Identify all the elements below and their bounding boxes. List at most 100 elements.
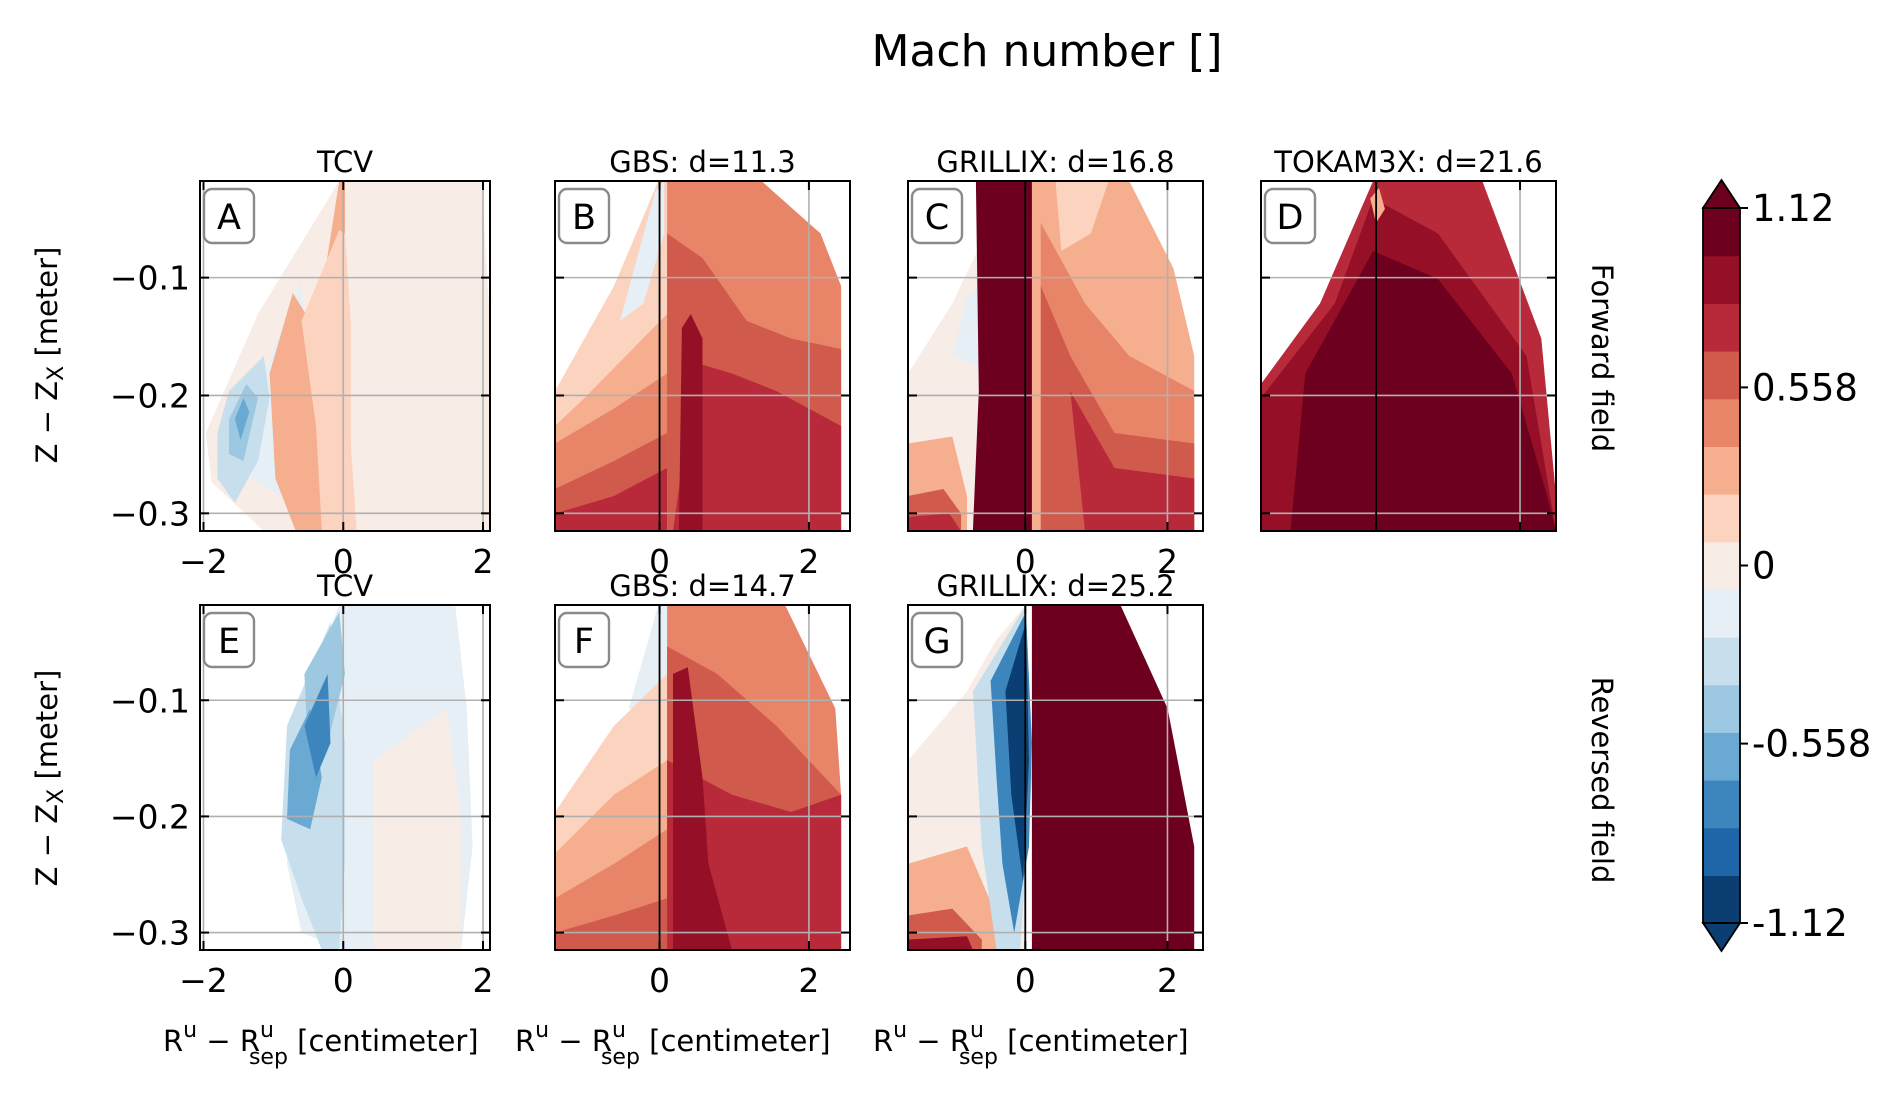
panel-title: GRILLIX: d=25.2 [936,569,1174,603]
contour-region [234,398,250,440]
y-tick-label: −0.3 [110,494,190,533]
panel-f: 0 2 GBS: d=14.7 F [554,569,851,1000]
axes-frame [199,180,491,532]
colorbar-tick-label: 1.12 [1752,187,1834,230]
x-tick-label: 2 [1157,961,1178,1000]
contour-region [1031,605,1195,950]
panel-c: 0 2 GRILLIX: d=16.8 C [907,145,1204,581]
y-tick-label: −0.2 [110,376,190,415]
colorbar-segment [1703,637,1740,686]
colorbar-segment [1703,303,1740,352]
contour-region [1290,251,1556,531]
colorbar-tick-label: -0.558 [1752,723,1871,766]
contour-field [281,605,473,950]
panel-title: GBS: d=11.3 [609,145,796,179]
panel-title: TOKAM3X: d=21.6 [1273,145,1543,179]
x-axis-label-c: Ru − Ru sep [centimeter] [873,1018,1189,1070]
colorbar-segment [1703,398,1740,447]
colorbar-segment [1703,208,1740,257]
panel-letter: A [217,198,241,238]
y-tick-label: −0.1 [110,259,190,298]
panel-letter-box [910,187,964,245]
panel-letter-box [202,187,256,245]
contour-region [555,468,668,531]
contour-field [555,605,842,950]
panel-letter-box [557,611,611,669]
contour-region [1055,181,1109,251]
axes-frame [907,180,1204,532]
contour-region [673,667,732,950]
ylabel-sub: X [44,366,69,381]
panel-letter-box [202,611,256,669]
contour-region [1070,391,1195,531]
panel-letter: C [925,198,949,238]
panel-letter: E [218,622,240,662]
panel-letter: B [572,198,596,238]
axes-frame [907,604,1204,951]
panel-letter-box [910,611,964,669]
contour-region [972,181,1041,531]
x-tick-label: 0 [649,961,670,1000]
x-axis-label-b: Ru − Ru sep [centimeter] [515,1018,831,1070]
x-tick-label: 0 [649,542,670,581]
colorbar: 1.12 0.558 0 -0.558 -1.12 [1701,178,1871,953]
x-tick-label: 0 [1015,961,1036,1000]
contour-region [619,181,665,321]
colorbar-segment [1703,589,1740,638]
contour-region [555,898,668,950]
contour-region [673,363,842,531]
axes-frame [554,604,851,951]
panel-a: −0.1 −0.2 −0.3 −2 0 2 TCV A [110,145,494,581]
y-tick-label: −0.3 [110,914,190,953]
colorbar-segment [1703,541,1740,590]
colorbar-tick-label: -1.12 [1752,902,1848,945]
x-tick-label: 0 [1015,542,1036,581]
row-label-reversed: Reversed field [1585,677,1619,884]
contour-field [908,605,1195,950]
ylabel-base: Z − Z [30,381,64,463]
panel-title: GRILLIX: d=16.8 [936,145,1174,179]
x-tick-label: −2 [179,961,228,1000]
x-tick-label: 2 [473,542,494,581]
x-axis-label-a: Ru − Ru sep [centimeter] [163,1018,479,1070]
colorbar-segment [1703,875,1740,924]
colorbar-segment [1703,684,1740,733]
x-tick-label: 0 [333,961,354,1000]
contour-field [205,181,490,531]
row-label-forward: Forward field [1585,264,1619,452]
y-tick-label: −0.1 [110,681,190,720]
panel-letter: F [574,622,594,662]
ylabel-unit: [meter] [30,247,64,366]
panel-g: 0 2 GRILLIX: d=25.2 G [907,569,1204,1000]
x-tick-label: 2 [1157,542,1178,581]
x-tick-label: 2 [798,961,819,1000]
colorbar-segment [1703,494,1740,543]
panel-title: TCV [316,569,373,603]
axes-frame [1260,180,1557,532]
y-axis-label-top: Z − ZX [meter] [30,247,69,464]
panel-letter-box [1263,187,1317,245]
panel-letter: D [1277,198,1304,238]
colorbar-segment [1703,732,1740,781]
panel-title: GBS: d=14.7 [609,569,796,603]
ylabel-base: Z − Z [30,804,64,886]
colorbar-segment [1703,780,1740,829]
contour-field [555,181,842,531]
colorbar-tick-label: 0 [1752,545,1776,588]
axes-frame [554,180,851,532]
contour-region [908,513,962,531]
x-tick-label: −2 [179,542,228,581]
contour-field [908,181,1195,531]
y-axis-label-bottom: Z − ZX [meter] [30,670,69,887]
colorbar-tick-label: 0.558 [1752,366,1858,409]
suptitle: Mach number [] [871,26,1222,77]
ylabel-unit: [meter] [30,670,64,789]
panel-letter: G [923,622,950,662]
panel-b: 0 2 GBS: d=11.3 B [554,145,851,581]
x-tick-label: 2 [798,542,819,581]
